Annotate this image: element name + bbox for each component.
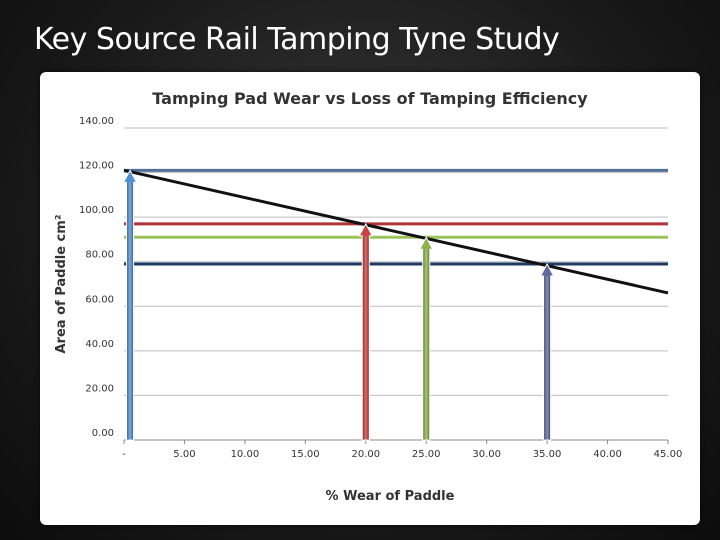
y-tick-label: 40.00 xyxy=(85,339,114,350)
arrow-shading xyxy=(544,275,551,440)
x-tick-label: 30.00 xyxy=(472,449,501,460)
y-tick-label: 120.00 xyxy=(79,161,114,172)
y-tick-label: 100.00 xyxy=(79,205,114,216)
y-axis-label: Area of Paddle cm² xyxy=(54,214,69,353)
reference-lines xyxy=(124,168,668,266)
x-tick-label: 20.00 xyxy=(351,449,380,460)
x-tick-label: 15.00 xyxy=(291,449,320,460)
arrow-layer xyxy=(122,169,555,441)
chart-title: Tamping Pad Wear vs Loss of Tamping Effi… xyxy=(152,89,588,108)
x-tick-label: 35.00 xyxy=(533,449,562,460)
arrow-marker xyxy=(122,169,138,441)
x-tick-label: 5.00 xyxy=(173,449,195,460)
tick-labels: 0.00 20.00 40.00 60.00 80.00 100.00 120.00 140.… xyxy=(79,116,682,460)
chart-panel: Tamping Pad Wear vs Loss of Tamping Effi… xyxy=(40,72,700,525)
arrow-shading xyxy=(362,235,369,440)
y-tick-label: 0.00 xyxy=(92,428,114,439)
arrow-marker xyxy=(418,236,434,441)
arrow-marker xyxy=(539,262,555,441)
x-tick-label: 40.00 xyxy=(593,449,622,460)
y-tick-label: 20.00 xyxy=(85,383,114,394)
arrow-shading xyxy=(423,249,430,440)
x-axis-label: % Wear of Paddle xyxy=(326,489,455,504)
y-tick-label: 80.00 xyxy=(85,250,114,261)
x-tick-label: 25.00 xyxy=(412,449,441,460)
series-layer xyxy=(123,168,669,295)
y-tick-label: 140.00 xyxy=(79,116,114,127)
slide-title: Key Source Rail Tamping Tyne Study xyxy=(34,22,560,57)
x-tick-label: - xyxy=(122,449,126,460)
chart: Tamping Pad Wear vs Loss of Tamping Effi… xyxy=(54,89,682,504)
grid-layer xyxy=(123,127,669,444)
series-line xyxy=(123,168,669,295)
y-tick-label: 60.00 xyxy=(85,294,114,305)
x-tick-label: 10.00 xyxy=(231,449,260,460)
arrow-shading xyxy=(127,182,134,440)
x-tick-label: 45.00 xyxy=(654,449,683,460)
arrow-marker xyxy=(358,222,374,441)
